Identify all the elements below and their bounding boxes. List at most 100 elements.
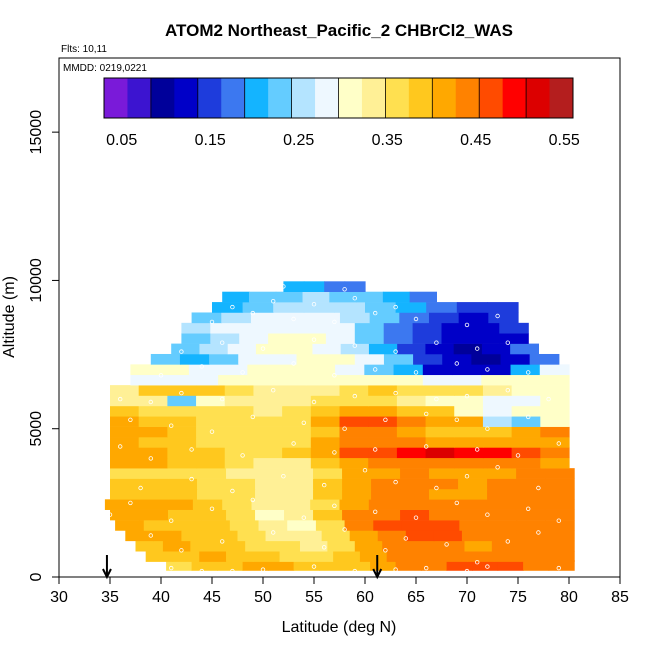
heatmap-cell	[299, 540, 328, 552]
sample-point	[311, 302, 317, 307]
heatmap-cell	[393, 374, 424, 386]
heatmap-cell	[237, 530, 267, 542]
y-tick-label: 5000	[28, 411, 45, 447]
heatmap-cell	[310, 447, 341, 459]
heatmap-cell	[545, 488, 575, 500]
heatmap-cell	[396, 426, 427, 438]
sample-point	[281, 284, 286, 289]
heatmap-cell	[248, 291, 277, 303]
heatmap-cell	[196, 447, 226, 459]
heatmap-cell	[110, 447, 140, 459]
sample-point	[158, 373, 164, 378]
heatmap-cell	[339, 457, 369, 469]
heatmap-cell	[242, 302, 274, 313]
heatmap-cell	[540, 457, 570, 469]
heatmap-cell	[382, 291, 411, 303]
sample-point	[332, 319, 337, 325]
colorbar-swatch	[455, 78, 480, 118]
sample-point	[475, 346, 480, 351]
heatmap-cell	[110, 437, 140, 448]
sample-point	[485, 367, 490, 372]
heatmap-cell	[510, 343, 539, 355]
heatmap-cell	[540, 447, 570, 459]
sample-point	[403, 536, 408, 541]
heatmap-cell	[454, 395, 484, 407]
heatmap-cell	[422, 364, 453, 376]
heatmap-cell	[324, 281, 346, 292]
x-tick-label: 55	[305, 589, 323, 606]
heatmap-cell	[171, 343, 201, 355]
heatmap-cell	[481, 364, 512, 376]
heatmap-cell	[400, 468, 430, 479]
heatmap-cell	[340, 343, 370, 355]
sample-point	[546, 396, 551, 402]
heatmap-cell	[426, 302, 458, 313]
sample-point	[393, 390, 398, 396]
heatmap-cell	[382, 540, 411, 552]
heatmap-cell	[482, 457, 513, 469]
heatmap-cell	[110, 405, 140, 417]
sample-point	[322, 482, 327, 488]
sample-point	[434, 485, 439, 491]
heatmap-cell	[487, 468, 517, 479]
heatmap-cell	[110, 478, 140, 490]
heatmap-cell	[297, 333, 327, 344]
heatmap-cell	[196, 457, 226, 469]
heatmap-cell	[218, 364, 248, 376]
heatmap-cell	[398, 499, 429, 510]
colorbar-tick-label: 0.35	[372, 132, 403, 149]
heatmap-cell	[344, 560, 371, 571]
y-axis: 0 5000 10000 15000	[28, 110, 59, 581]
heatmap-cell	[162, 540, 191, 552]
heatmap-cell	[364, 374, 395, 386]
heatmap-cell	[138, 437, 168, 448]
heatmap-cell	[493, 551, 522, 562]
heatmap-cell	[313, 468, 343, 479]
heatmap-cell	[383, 322, 414, 334]
heatmap-cell	[545, 478, 575, 490]
heatmap-cell	[218, 374, 248, 386]
heatmap-cell	[461, 530, 491, 542]
heatmap-cell	[511, 416, 541, 427]
sample-point	[373, 509, 378, 514]
heatmap-cell	[273, 302, 305, 313]
heatmap-cell	[540, 385, 570, 396]
sample-point	[434, 340, 439, 345]
colorbar-swatch	[432, 78, 457, 118]
heatmap-cell	[368, 437, 398, 448]
heatmap-cell	[356, 291, 384, 303]
sample-point	[413, 316, 419, 322]
x-tick-label: 65	[407, 589, 425, 606]
heatmap-cell	[459, 520, 489, 531]
heatmap-cell	[354, 540, 383, 552]
heatmap-cell	[333, 551, 361, 562]
heatmap-cell	[397, 343, 427, 355]
sample-point	[209, 506, 215, 511]
sample-point	[271, 388, 276, 393]
heatmap-cell	[396, 395, 427, 407]
sample-point	[168, 423, 174, 428]
heatmap-cell	[429, 478, 459, 490]
heatmap-cell	[321, 530, 351, 542]
heatmap-cell	[386, 551, 415, 562]
heatmap-cell	[224, 395, 255, 407]
heatmap-cell	[153, 530, 182, 542]
heatmap-cell	[267, 353, 298, 365]
heatmap-cell	[453, 343, 483, 355]
sample-point	[464, 322, 470, 328]
sample-point	[342, 426, 347, 431]
sample-point	[536, 530, 541, 535]
sample-point	[199, 364, 204, 369]
sample-point	[444, 542, 449, 547]
heatmap-cell	[212, 302, 244, 313]
plot-frame	[58, 57, 621, 578]
sample-point	[352, 343, 357, 348]
heatmap-cell	[167, 416, 197, 427]
heatmap-cell	[454, 457, 484, 469]
heatmap-cell	[458, 509, 488, 521]
heatmap-cell	[488, 312, 519, 324]
sample-point	[179, 390, 184, 396]
heatmap-cell	[440, 551, 468, 562]
colorbar-swatch	[221, 78, 246, 118]
heatmap-cell	[441, 333, 471, 344]
